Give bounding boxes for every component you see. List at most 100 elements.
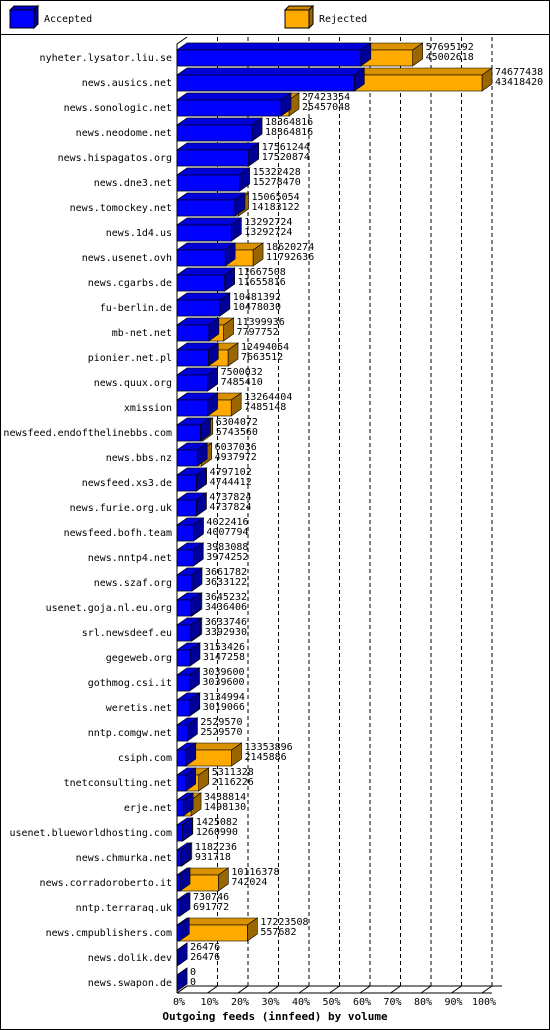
- x-tick-label: 30%: [261, 997, 279, 1008]
- value-label: 2116226: [212, 777, 254, 788]
- value-label: 13353896: [245, 742, 293, 753]
- value-label: 3392930: [205, 627, 247, 638]
- value-label: 3147258: [203, 652, 245, 663]
- y-tick-label: usenet.blueworldhosting.com: [9, 828, 172, 839]
- value-label: 4022416: [206, 517, 248, 528]
- bar-top: [176, 42, 372, 51]
- bar: [176, 74, 355, 92]
- bar: [176, 299, 221, 317]
- value-label: 57695192: [426, 42, 474, 53]
- bar-side: [176, 967, 188, 992]
- x-tick: [451, 985, 462, 994]
- x-tick-label: 40%: [292, 997, 310, 1008]
- value-label: 10481392: [233, 292, 281, 303]
- bar: [176, 624, 192, 642]
- value-label: 3645232: [205, 592, 247, 603]
- bar: [176, 899, 181, 917]
- value-label: 11792636: [266, 252, 314, 263]
- value-label: 17520874: [262, 152, 310, 163]
- value-label: 3438814: [204, 792, 246, 803]
- legend-swatch-side: [33, 4, 39, 30]
- y-tick-label: news.bbs.nz: [106, 453, 172, 464]
- legend-label: Accepted: [44, 14, 92, 25]
- y-tick-label: news.cgarbs.de: [88, 278, 172, 289]
- value-label: 3974252: [206, 552, 248, 563]
- value-label: 11667508: [238, 267, 286, 278]
- y-tick-label: news.szaf.org: [94, 578, 172, 589]
- value-label: 4797102: [210, 467, 252, 478]
- bar: [176, 274, 225, 292]
- x-tick: [207, 985, 218, 994]
- y-tick-label: news.tomockey.net: [70, 203, 172, 214]
- bar-top: [176, 117, 263, 126]
- value-label: 742024: [231, 877, 267, 888]
- legend-swatch: [9, 9, 35, 29]
- y-tick-label: mb-net.net: [112, 328, 172, 339]
- bar: [176, 224, 232, 242]
- legend-swatch-side: [308, 4, 314, 30]
- bar: [176, 824, 183, 842]
- bar: [176, 424, 201, 442]
- value-label: 11399936: [237, 317, 285, 328]
- y-tick-label: news.ausics.net: [82, 78, 172, 89]
- value-label: 3153426: [203, 642, 245, 653]
- value-label: 1425082: [196, 817, 238, 828]
- bar: [176, 324, 210, 342]
- value-label: 15278470: [253, 177, 301, 188]
- bar: [176, 374, 208, 392]
- y-tick-label: news.furie.org.uk: [70, 503, 172, 514]
- x-tick-label: 0%: [173, 997, 185, 1008]
- value-label: 74677438: [495, 67, 543, 78]
- x-tick-label: 70%: [383, 997, 401, 1008]
- value-label: 18620274: [266, 242, 314, 253]
- value-label: 15322428: [253, 167, 301, 178]
- y-tick-label: news.cmpublishers.com: [46, 928, 172, 939]
- value-label: 43418420: [495, 77, 543, 88]
- bar: [176, 674, 190, 692]
- bar: [176, 499, 197, 517]
- y-tick-label: news.swapon.de: [88, 978, 172, 989]
- bar: [176, 449, 198, 467]
- bar: [176, 574, 193, 592]
- y-tick-label: news.quux.org: [94, 378, 172, 389]
- bar: [176, 149, 249, 167]
- value-label: 17561244: [262, 142, 310, 153]
- x-tick-label: 10%: [200, 997, 218, 1008]
- value-label: 3039600: [202, 667, 244, 678]
- x-tick-label: 80%: [414, 997, 432, 1008]
- value-label: 4737824: [209, 502, 251, 513]
- y-tick-label: news.dne3.net: [94, 178, 172, 189]
- value-label: 7663512: [241, 352, 283, 363]
- value-label: 3983088: [206, 542, 248, 553]
- y-tick-label: pionier.net.pl: [88, 353, 172, 364]
- value-label: 3633122: [205, 577, 247, 588]
- y-tick-label: gegeweb.org: [106, 653, 172, 664]
- value-label: 5311328: [212, 767, 254, 778]
- value-label: 2529570: [200, 727, 242, 738]
- y-tick-label: news.chmurka.net: [76, 853, 172, 864]
- bar: [176, 699, 190, 717]
- bar: [176, 524, 194, 542]
- value-label: 1182236: [195, 842, 237, 853]
- value-label: 45002618: [426, 52, 474, 63]
- x-tick-label: 90%: [444, 997, 462, 1008]
- value-label: 7485410: [221, 377, 263, 388]
- y-tick-label: usenet.goja.nl.eu.org: [46, 603, 172, 614]
- y-tick-label: news.1d4.us: [106, 228, 172, 239]
- x-tick-label: 100%: [472, 997, 496, 1008]
- value-label: 25457048: [302, 102, 350, 113]
- y-tick-label: nntp.comgw.net: [88, 728, 172, 739]
- value-label: 27423354: [302, 92, 350, 103]
- value-label: 2145886: [245, 752, 287, 763]
- bar: [176, 749, 187, 767]
- value-label: 4737824: [209, 492, 251, 503]
- value-label: 3661782: [205, 567, 247, 578]
- x-tick: [359, 985, 371, 994]
- y-tick-label: gothmog.csi.it: [88, 678, 172, 689]
- y-tick-label: news.neodome.net: [76, 128, 172, 139]
- x-tick-label: 20%: [231, 997, 249, 1008]
- bar: [176, 599, 192, 617]
- bar: [176, 349, 209, 367]
- value-label: 1498130: [204, 802, 246, 813]
- legend-swatch-top: [8, 5, 40, 11]
